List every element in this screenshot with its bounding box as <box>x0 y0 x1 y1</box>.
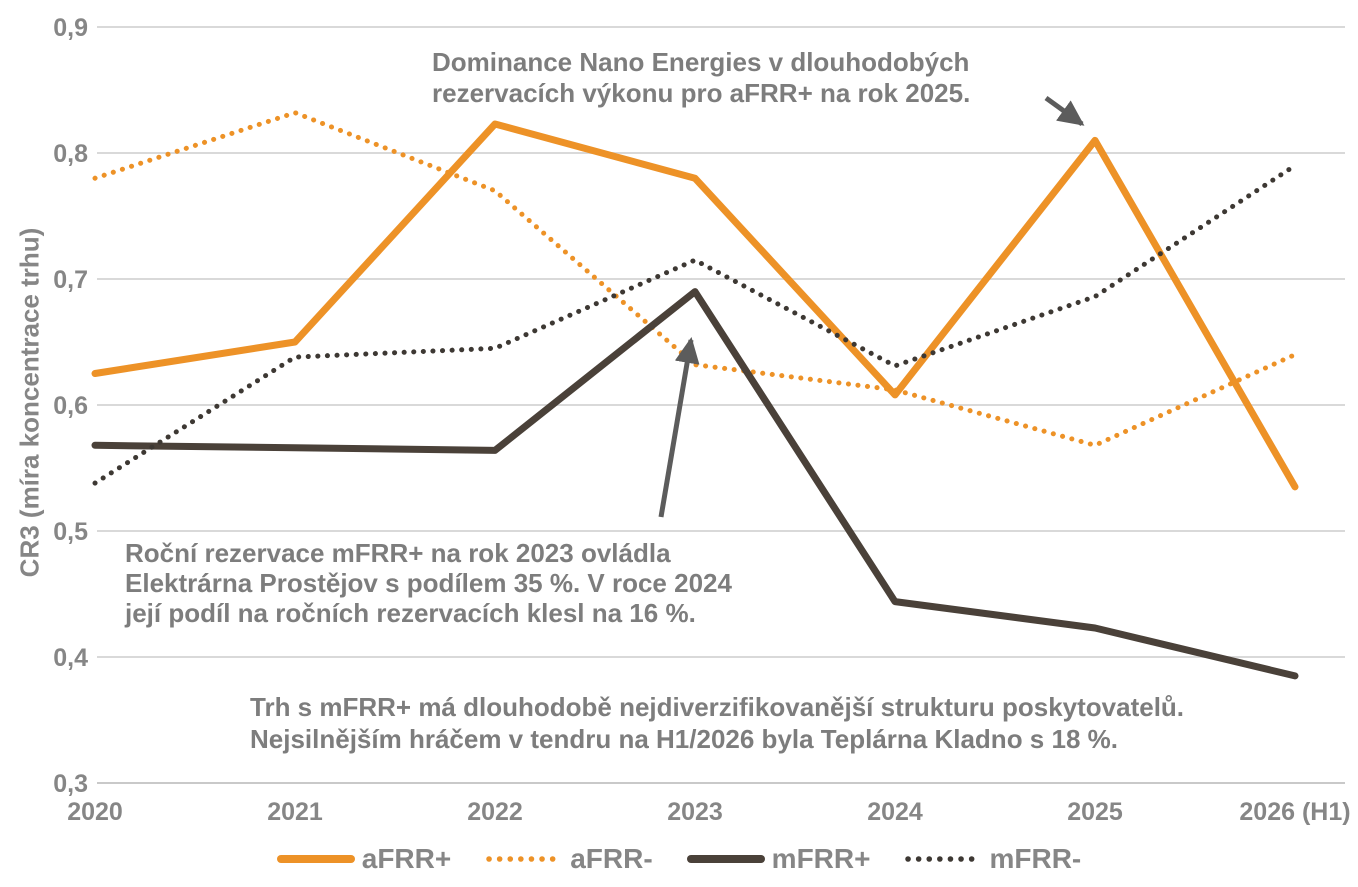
x-tick-label: 2023 <box>667 798 723 826</box>
arrow-to-afrr-plus-2025-peak <box>1044 95 1085 127</box>
annotation-line: Trh s mFRR+ má dlouhodobě nejdiverzifiko… <box>250 692 1185 722</box>
arrow-to-mfrr-plus-2023-peak <box>658 337 700 518</box>
annotation-elektrarna-prostejov: Roční rezervace mFRR+ na rok 2023 ovládl… <box>125 538 732 628</box>
legend-line-sample-afrr-minus-dotted <box>486 856 562 862</box>
annotation-line: Nejsilnějším hráčem v tendru na H1/2026 … <box>250 724 1118 754</box>
legend-line-sample-mfrr-minus-dotted <box>905 856 982 862</box>
annotation-nano-energies: Dominance Nano Energies v dlouhodobých r… <box>432 47 970 109</box>
annotation-line: Dominance Nano Energies v dlouhodobých <box>432 47 970 77</box>
annotation-line: rezervacích výkonu pro aFRR+ na rok 2025… <box>432 78 971 108</box>
legend-line-sample-afrr-plus-solid <box>276 855 355 863</box>
x-tick-label: 2024 <box>867 798 923 826</box>
legend-item-afrr-minus: aFRR- <box>485 843 653 875</box>
chart-legend: aFRR+ aFRR- mFRR+ mFRR- <box>0 843 1358 875</box>
legend-label: aFRR- <box>570 843 653 874</box>
legend-item-afrr-plus: aFRR+ <box>276 843 452 875</box>
annotation-line: Elektrárna Prostějov s podílem 35 %. V r… <box>125 568 732 598</box>
y-tick-label: 0,6 <box>53 392 88 420</box>
series-line-mfrr-minus <box>92 163 1298 486</box>
y-tick-label: 0,5 <box>53 518 88 546</box>
series-line-afrr-plus <box>91 120 1299 491</box>
legend-item-mfrr-minus: mFRR- <box>904 843 1081 875</box>
x-tick-label: 2020 <box>67 798 123 826</box>
annotation-line: Roční rezervace mFRR+ na rok 2023 ovládl… <box>125 538 671 568</box>
legend-label: mFRR+ <box>771 843 871 874</box>
x-tick-label: 2021 <box>267 798 323 826</box>
legend-label: mFRR- <box>989 843 1082 874</box>
y-tick-label: 0,7 <box>53 266 88 294</box>
x-tick-label: 2022 <box>467 798 523 826</box>
y-tick-label: 0,9 <box>53 14 88 42</box>
annotation-line: její podíl na ročních rezervacích klesl … <box>125 598 696 628</box>
y-tick-label: 0,3 <box>53 770 88 798</box>
annotation-teplarna-kladno: Trh s mFRR+ má dlouhodobě nejdiverzifiko… <box>250 691 1184 755</box>
series-line-mfrr-plus <box>91 288 1299 680</box>
x-tick-label: 2025 <box>1067 798 1123 826</box>
legend-item-mfrr-plus: mFRR+ <box>686 843 871 875</box>
x-tick-label: 2026 (H1) <box>1239 798 1350 826</box>
legend-label: aFRR+ <box>361 843 452 874</box>
legend-line-sample-mfrr-plus-solid <box>686 855 765 863</box>
y-tick-label: 0,8 <box>53 140 88 168</box>
y-axis-title: CR3 (míra koncentrace trhu) <box>14 227 45 578</box>
y-tick-label: 0,4 <box>53 644 88 672</box>
